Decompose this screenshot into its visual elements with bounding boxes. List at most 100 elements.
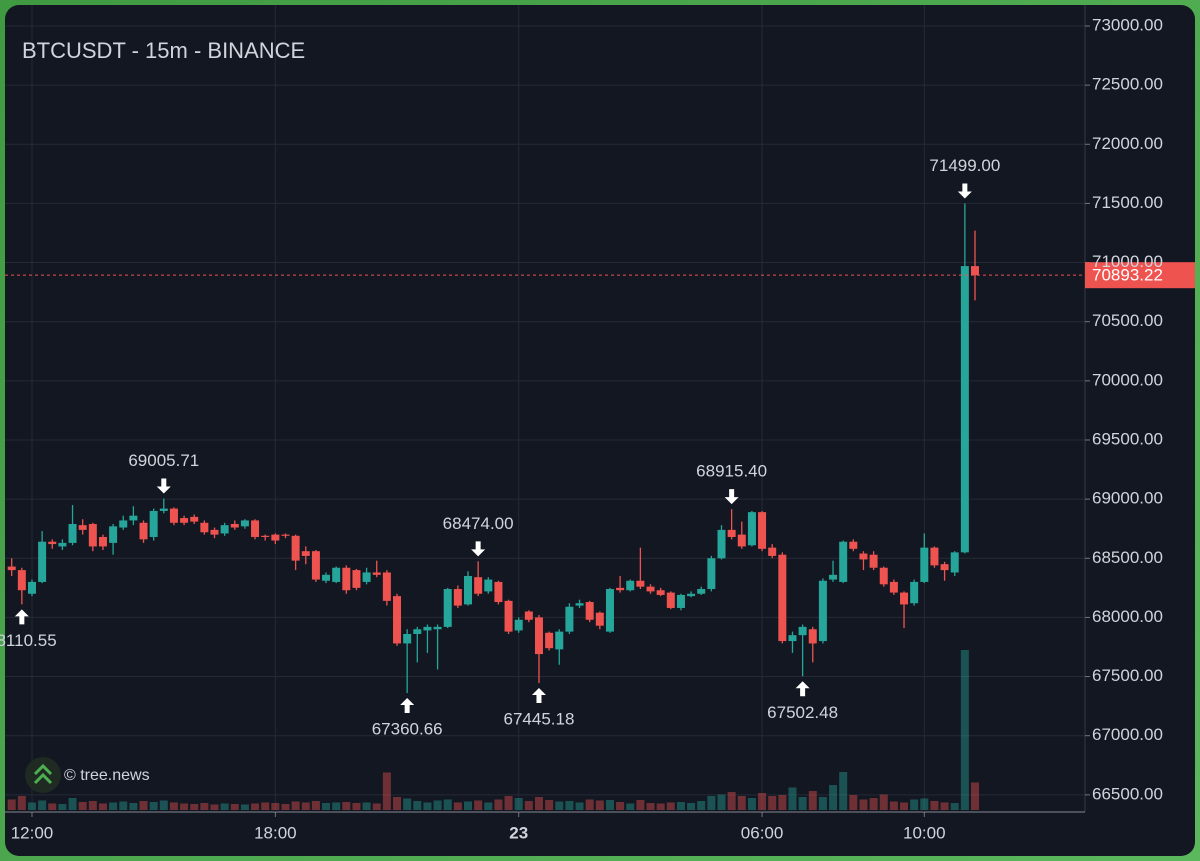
candle-body [859,553,868,560]
volume-bar [362,802,371,810]
volume-bar [727,792,736,810]
volume-bar [829,785,838,810]
candle-body [180,518,189,523]
volume-bar [68,798,77,810]
candle-body [382,572,391,601]
candle-body [747,512,756,546]
volume-bar [484,802,493,810]
chart-title: BTCUSDT - 15m - BINANCE [22,38,305,63]
volume-bar [818,797,827,810]
candle-body [545,632,554,649]
y-tick-label: 67500.00 [1092,666,1163,685]
volume-bar [575,802,584,810]
candle-body [555,631,564,650]
candle-body [88,523,97,547]
y-tick-label: 71500.00 [1092,193,1163,212]
watermark-chevrons [33,763,53,785]
x-tick-label: 06:00 [741,823,784,842]
candle-body [910,581,919,604]
y-tick-label: 68500.00 [1092,548,1163,567]
candle-body [869,554,878,568]
volume-bar [453,802,462,810]
volume-bar [869,798,878,810]
candle-body [778,554,787,642]
volume-bar [413,801,422,810]
volume-bar [474,800,483,810]
candle-body [413,629,422,634]
volume-bar [423,802,432,810]
volume-bar [859,799,868,810]
x-tick-label: 23 [509,823,528,842]
volume-bar [109,802,118,810]
candle-body [190,516,199,522]
candle-body [38,541,47,582]
volume-bar [879,794,888,810]
volume-bar [210,804,219,810]
volume-bar [950,803,959,810]
annotation-arrow [724,489,739,505]
candle-body [697,589,706,594]
y-tick-label: 72000.00 [1092,134,1163,153]
annotation-label: 67360.66 [372,720,443,739]
volume-bar [58,804,67,810]
volume-bar [910,799,919,810]
volume-bar [251,803,260,810]
volume-bar [900,802,909,810]
candle-body [48,541,57,545]
volume-bar [98,803,107,810]
volume-bar [48,803,57,810]
y-tick-label: 68000.00 [1092,607,1163,626]
annotation-label: 68474.00 [443,514,514,533]
annotation-label: 68915.40 [696,462,767,481]
overlay-layer: 70893.22 68110.55 69005.71 67360.66 68474.00… [0,156,1195,739]
volume-bar [352,803,361,810]
candle-body [443,589,452,627]
candle-body [98,536,107,547]
volume-bar [676,802,685,810]
candle-body [109,526,118,543]
volume-bar [768,796,777,810]
panel [5,5,1195,856]
candle-body [251,520,260,537]
last-price-tag [1085,262,1195,289]
volume-bar [230,804,239,810]
candle-body [139,522,148,540]
candle-body [220,525,229,534]
volume-bar [616,802,625,810]
y-tick-label: 71000.00 [1092,252,1163,271]
volume-bar [38,800,47,810]
candle-body [707,558,716,590]
volume-bar [464,801,472,810]
volume-bar [595,800,604,810]
candle-body [261,535,270,537]
volume-bar [200,803,209,810]
volume-bar [504,796,513,810]
x-tick-label: 12:00 [11,823,54,842]
volume-bar [737,796,746,810]
candle-body [524,611,533,620]
candle-body [798,626,807,636]
volume-bar [261,802,270,810]
candle-body [271,534,280,541]
volume-bar [271,803,280,810]
volume-bar [433,800,442,810]
candle-body [240,520,249,527]
candle-body [737,534,746,547]
candle-body [758,512,767,549]
volume-bar [190,804,199,810]
volume-bar [139,801,148,810]
candle-body [453,589,462,606]
volume-bar [920,798,929,810]
candle-body [484,579,493,592]
candle-body [534,617,543,655]
x-tick-label: 18:00 [254,823,297,842]
candle-body [687,593,696,597]
candle-body [352,570,361,588]
volume-bar [281,804,290,810]
candle-body [595,612,604,626]
candle-body [514,619,523,631]
volume-bar [372,803,381,810]
candle-body [68,523,77,543]
volume-bar [971,782,979,810]
